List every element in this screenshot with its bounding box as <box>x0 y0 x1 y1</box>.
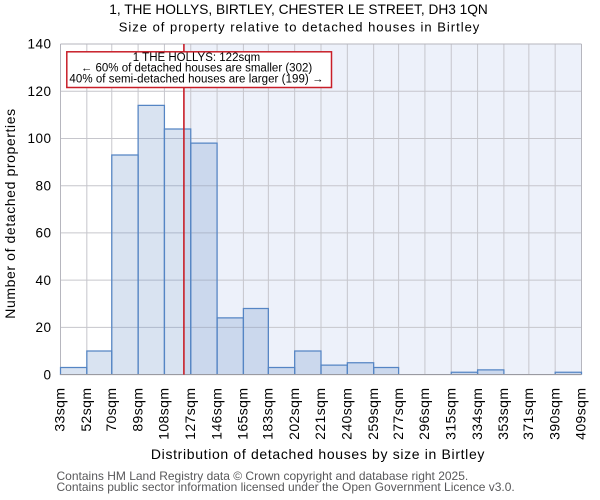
svg-text:40% of semi-detached houses ar: 40% of semi-detached houses are larger (… <box>69 74 323 86</box>
svg-text:371sqm: 371sqm <box>520 388 536 440</box>
svg-text:Size of property relative to d: Size of property relative to detached ho… <box>119 20 481 35</box>
svg-text:100: 100 <box>27 131 51 146</box>
svg-text:Number of detached properties: Number of detached properties <box>2 108 18 318</box>
svg-text:89sqm: 89sqm <box>129 388 145 432</box>
svg-text:202sqm: 202sqm <box>286 388 302 440</box>
svg-text:183sqm: 183sqm <box>260 388 276 440</box>
svg-text:409sqm: 409sqm <box>573 388 589 440</box>
svg-text:Contains public sector informa: Contains public sector information licen… <box>57 480 515 494</box>
svg-text:33sqm: 33sqm <box>52 388 68 432</box>
svg-text:390sqm: 390sqm <box>546 388 562 440</box>
svg-text:315sqm: 315sqm <box>442 388 458 440</box>
svg-text:140: 140 <box>27 37 51 52</box>
svg-text:80: 80 <box>35 178 51 193</box>
svg-text:Contains HM Land Registry data: Contains HM Land Registry data © Crown c… <box>57 469 469 483</box>
svg-text:165sqm: 165sqm <box>235 388 251 440</box>
svg-text:108sqm: 108sqm <box>156 388 172 440</box>
svg-text:353sqm: 353sqm <box>495 388 511 440</box>
svg-text:221sqm: 221sqm <box>312 388 328 440</box>
svg-text:40: 40 <box>35 273 51 288</box>
svg-text:334sqm: 334sqm <box>469 388 485 440</box>
svg-text:← 60% of detached houses are s: ← 60% of detached houses are smaller (30… <box>81 63 313 75</box>
svg-text:127sqm: 127sqm <box>182 388 198 440</box>
svg-text:120: 120 <box>27 84 51 99</box>
svg-text:52sqm: 52sqm <box>78 388 94 432</box>
svg-text:60: 60 <box>35 226 51 241</box>
svg-text:296sqm: 296sqm <box>416 388 432 440</box>
svg-text:277sqm: 277sqm <box>390 388 406 440</box>
svg-text:146sqm: 146sqm <box>208 388 224 440</box>
svg-text:1, THE HOLLYS, BIRTLEY, CHESTE: 1, THE HOLLYS, BIRTLEY, CHESTER LE STREE… <box>109 2 488 17</box>
svg-text:0: 0 <box>43 367 51 382</box>
svg-text:70sqm: 70sqm <box>103 388 119 432</box>
svg-text:1 THE HOLLYS: 122sqm: 1 THE HOLLYS: 122sqm <box>133 52 260 64</box>
svg-text:259sqm: 259sqm <box>365 388 381 440</box>
svg-text:20: 20 <box>35 320 51 335</box>
svg-text:240sqm: 240sqm <box>339 388 355 440</box>
svg-text:Distribution of detached house: Distribution of detached houses by size … <box>151 446 485 462</box>
